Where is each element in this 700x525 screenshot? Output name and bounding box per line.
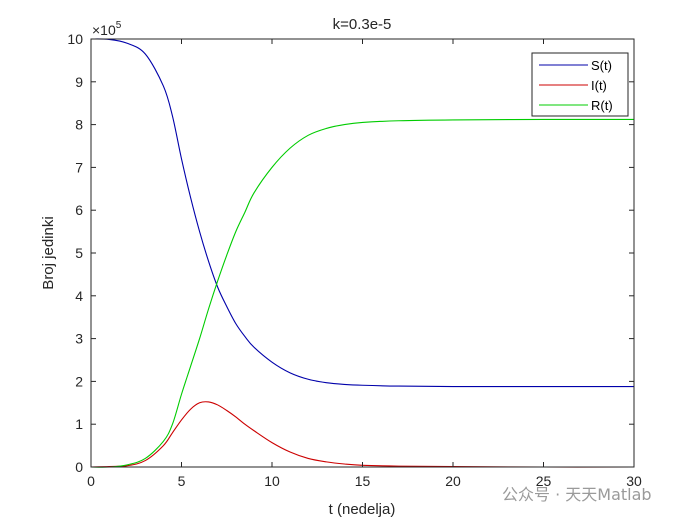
x-tick-label: 30	[626, 473, 642, 489]
y-tick-label: 4	[75, 288, 83, 304]
legend-label: S(t)	[591, 58, 612, 73]
y-tick-label: 10	[67, 31, 83, 47]
series-line-it	[90, 401, 635, 468]
x-tick-label: 25	[536, 473, 552, 489]
x-tick-label: 20	[445, 473, 461, 489]
y-tick-label: 5	[75, 245, 83, 261]
axes-layer: 0 5 10 15 20 25 30 0 1 2 3 4 5 6 7 8 9 10	[67, 31, 642, 489]
y-tick-label: 1	[75, 416, 83, 432]
x-axis-title: t (nedelja)	[329, 501, 396, 518]
x-tick-label: 5	[178, 473, 186, 489]
watermark: 公众号 · 天天Matlab	[502, 485, 652, 504]
y-tick-label: 0	[75, 459, 83, 475]
y-tick-label: 2	[75, 373, 83, 389]
legend-entry-rt: R(t)	[539, 98, 613, 113]
series-layer	[90, 38, 635, 468]
legend-label: R(t)	[591, 98, 613, 113]
y-tick-label: 8	[75, 117, 83, 133]
chart-title: k=0.3e-5	[333, 16, 392, 33]
y-tick-label: 9	[75, 74, 83, 90]
y-tick-label: 6	[75, 202, 83, 218]
x-tick-label: 15	[355, 473, 371, 489]
legend-items: S(t) I(t) R(t)	[539, 58, 613, 113]
legend: S(t) I(t) R(t)	[531, 52, 629, 117]
y-tick-label: 3	[75, 331, 83, 347]
legend-entry-it: I(t)	[539, 78, 607, 93]
x-tick-label: 10	[264, 473, 280, 489]
y-axis-exponent-base: ×10	[92, 22, 116, 38]
legend-label: I(t)	[591, 78, 607, 93]
y-axis-title: Broj jedinki	[40, 216, 57, 289]
series-line-rt	[90, 118, 635, 468]
x-tick-label: 0	[87, 473, 95, 489]
series-line-st	[90, 38, 634, 388]
legend-entry-st: S(t)	[539, 58, 612, 73]
y-tick-label: 7	[75, 159, 83, 175]
y-axis-exponent-label: ×105	[92, 20, 122, 38]
y-axis-exponent-power: 5	[116, 20, 122, 31]
